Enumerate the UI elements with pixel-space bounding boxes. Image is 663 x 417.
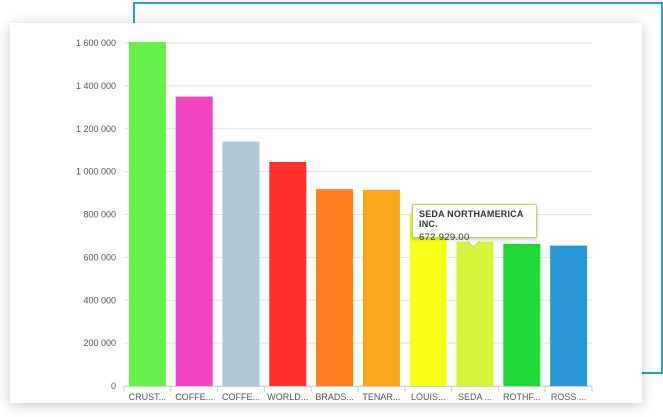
y-tick-label: 0 <box>111 381 116 391</box>
x-tick-label: LOUIS... <box>411 392 446 402</box>
bar-chart: 0 200 000 400 000 600 000 800 000 1 000 000 1 … <box>76 38 593 402</box>
y-tick-label: 1 200 000 <box>76 124 116 134</box>
x-tick-label: SEDA ... <box>458 392 492 402</box>
bar <box>316 189 354 386</box>
y-tick-label: 600 000 <box>83 252 116 262</box>
chart-tooltip: SEDA NORTHAMERICA INC. 672 929.00 <box>412 204 537 243</box>
x-tick-label: COFFE... <box>222 392 260 402</box>
bar <box>503 243 541 386</box>
bar <box>175 96 213 386</box>
x-tick-label: BRADS... <box>315 392 354 402</box>
y-tick-label: 1 000 000 <box>76 167 116 177</box>
bar <box>222 141 260 386</box>
x-tick-label: COFFE... <box>175 392 213 402</box>
x-tick-label: WORLD... <box>267 392 308 402</box>
bar <box>269 161 307 386</box>
x-tick-label: ROSS ... <box>551 392 587 402</box>
bar <box>550 245 588 386</box>
bar <box>409 214 447 386</box>
bar <box>128 41 166 386</box>
y-tick-label: 200 000 <box>83 338 116 348</box>
x-tick-label: TENAR... <box>362 392 400 402</box>
x-tick-label: CRUST... <box>129 392 167 402</box>
tooltip-value: 672 929.00 <box>419 232 470 243</box>
chart-card: 0 200 000 400 000 600 000 800 000 1 000 000 1 … <box>10 23 642 403</box>
y-tick-label: 1 400 000 <box>76 81 116 91</box>
y-tick-label: 800 000 <box>83 210 116 220</box>
x-tick-label: ROTHF... <box>503 392 541 402</box>
tooltip-title: SEDA NORTHAMERICA INC. <box>419 209 524 229</box>
y-tick-label: 1 600 000 <box>76 38 116 48</box>
bar <box>456 241 494 386</box>
y-tick-label: 400 000 <box>83 295 116 305</box>
bar <box>362 189 400 386</box>
